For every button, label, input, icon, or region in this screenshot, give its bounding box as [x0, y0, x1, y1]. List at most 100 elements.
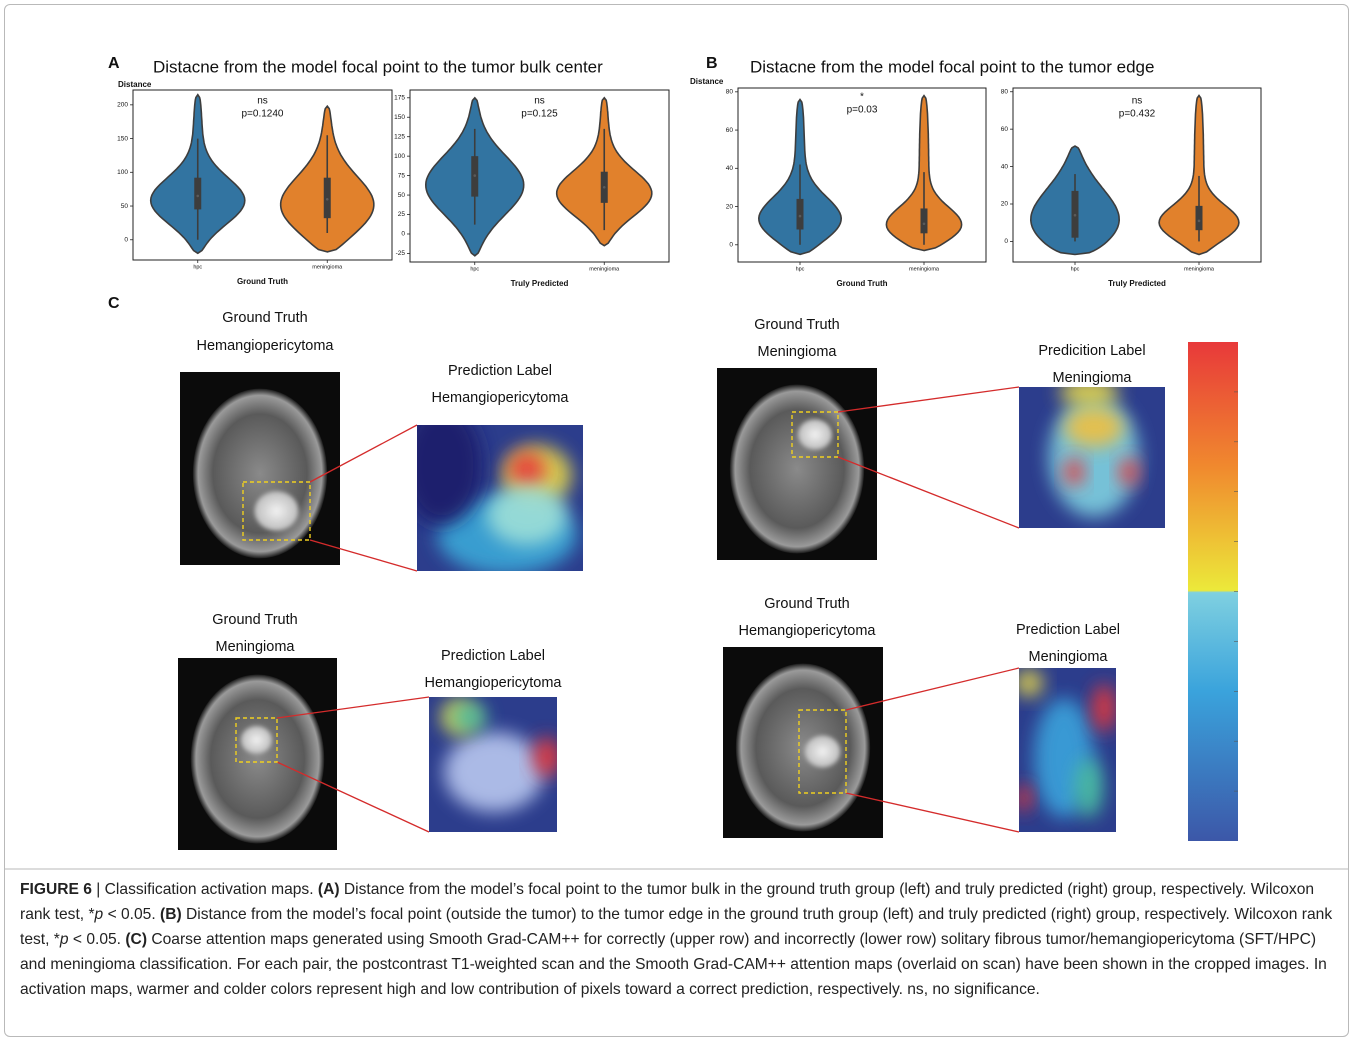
y-tick-label: 50	[121, 203, 129, 210]
heat-blob	[402, 405, 482, 525]
heat-blob	[444, 732, 544, 812]
tumor	[798, 419, 832, 450]
x-tick-label: meningioma	[1184, 266, 1215, 272]
scan-label: Ground Truth	[222, 310, 307, 326]
caption-separator: |	[96, 881, 100, 898]
heat-blob	[1015, 669, 1043, 697]
map-label: Meningioma	[1029, 649, 1109, 665]
map-label: Meningioma	[1053, 370, 1133, 386]
median	[923, 222, 926, 225]
x-tick-label: hpc	[796, 266, 805, 272]
y-tick-label: -25	[396, 250, 406, 257]
y-tick-label: 80	[1001, 88, 1009, 95]
heat-blob	[1075, 758, 1103, 818]
tumor	[805, 736, 841, 768]
quartile-box	[921, 208, 928, 233]
scan-label: Ground Truth	[212, 612, 297, 628]
map-label: Prediction Label	[1016, 622, 1120, 638]
caption-text: p	[60, 931, 69, 948]
heat-blob	[1064, 407, 1124, 447]
y-tick-label: 150	[117, 135, 128, 142]
y-tick-label: 40	[726, 165, 734, 172]
y-tick-label: 25	[398, 211, 406, 218]
scan-label: Meningioma	[216, 639, 296, 655]
annotation: ns	[534, 96, 545, 107]
annotation: ns	[257, 96, 268, 107]
y-tick-label: 60	[1001, 126, 1009, 133]
median	[326, 198, 329, 201]
quartile-box	[324, 178, 331, 218]
caption: FIGURE 6 | Classification activation map…	[20, 877, 1338, 1002]
heat-blob	[1064, 458, 1084, 486]
caption-text: (A)	[318, 881, 340, 898]
caption-text: (C)	[125, 931, 147, 948]
y-tick-label: 50	[398, 192, 406, 199]
heat-blob	[533, 737, 561, 777]
scan-label: Ground Truth	[764, 596, 849, 612]
brain	[736, 663, 870, 831]
page: { "panel_a": {"letter": "A", "title": "D…	[0, 0, 1355, 1043]
y-tick-label: 100	[117, 169, 128, 176]
panel-title: Distacne from the model focal point to t…	[750, 57, 1154, 76]
y-tick-label: 150	[394, 114, 405, 121]
y-tick-label: 0	[124, 236, 128, 243]
x-tick-label: hpc	[470, 266, 479, 272]
median	[799, 215, 802, 218]
x-axis-label: Truly Predicted	[511, 279, 569, 288]
quartile-box	[194, 178, 201, 210]
caption-text: < 0.05.	[69, 931, 126, 948]
brain	[730, 385, 864, 554]
y-tick-label: 0	[1004, 238, 1008, 245]
map-label: Hemangiopericytoma	[431, 390, 569, 406]
heat-blob	[487, 485, 567, 545]
y-tick-label: 200	[117, 102, 128, 109]
figure-label: FIGURE 6	[20, 881, 92, 898]
scan-label: Hemangiopericytoma	[738, 623, 876, 639]
annotation: ns	[1132, 96, 1143, 107]
median	[196, 195, 199, 198]
scan-label: Hemangiopericytoma	[196, 338, 334, 354]
y-tick-label: 80	[726, 89, 734, 96]
x-tick-label: meningioma	[909, 266, 940, 272]
annotation: p=0.125	[521, 109, 558, 120]
y-tick-label: 0	[401, 231, 405, 238]
median	[603, 186, 606, 189]
y-tick-label: 175	[394, 95, 405, 102]
caption-text: Classification activation maps.	[105, 881, 318, 898]
figure: A Distacne from the model focal point to…	[0, 0, 1355, 870]
y-axis-label: Distance	[690, 77, 724, 86]
x-axis-label: Ground Truth	[836, 279, 887, 288]
attention-map	[1015, 668, 1116, 832]
attention-map	[402, 405, 583, 575]
map-label: Hemangiopericytoma	[424, 675, 562, 691]
colorbar	[1188, 342, 1238, 841]
y-tick-label: 20	[1001, 201, 1009, 208]
x-axis-label: Truly Predicted	[1108, 279, 1166, 288]
brain	[193, 389, 327, 559]
caption-text: p	[95, 906, 104, 923]
y-tick-label: 75	[398, 172, 406, 179]
y-axis-label: Distance	[118, 80, 152, 89]
heat-blob	[509, 452, 545, 488]
scan-label: Meningioma	[758, 344, 838, 360]
map-label: Predicition Label	[1038, 343, 1145, 359]
caption-text: Coarse attention maps generated using Sm…	[20, 931, 1327, 998]
panel-letter: C	[108, 295, 120, 312]
scan-label: Ground Truth	[754, 317, 839, 333]
quartile-box	[797, 199, 804, 230]
tumor	[241, 726, 272, 754]
median	[1074, 214, 1077, 217]
y-tick-label: 20	[726, 203, 734, 210]
map-label: Prediction Label	[448, 363, 552, 379]
panel-title: Distacne from the model focal point to t…	[153, 57, 603, 76]
x-tick-label: hpc	[193, 264, 202, 270]
median	[1198, 220, 1201, 223]
y-tick-label: 100	[394, 153, 405, 160]
caption-text: (B)	[160, 906, 182, 923]
panel-letter: A	[108, 55, 120, 72]
x-tick-label: hpc	[1071, 266, 1080, 272]
median	[473, 174, 476, 177]
caption-text: < 0.05.	[103, 906, 160, 923]
brain	[191, 675, 325, 844]
y-tick-label: 125	[394, 133, 405, 140]
